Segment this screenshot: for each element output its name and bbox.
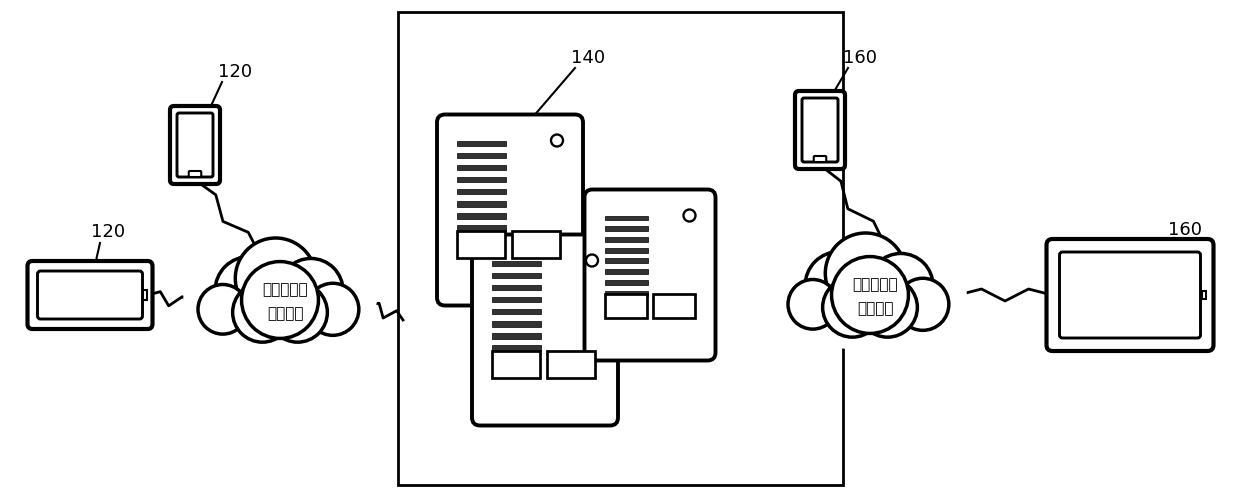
Circle shape <box>684 210 695 222</box>
Circle shape <box>805 251 873 320</box>
FancyBboxPatch shape <box>177 113 213 177</box>
Ellipse shape <box>183 244 377 356</box>
Circle shape <box>235 238 316 319</box>
FancyBboxPatch shape <box>27 261 152 329</box>
Bar <box>457 165 507 170</box>
Text: 120: 120 <box>218 63 252 81</box>
Bar <box>457 213 507 219</box>
Bar <box>457 153 507 158</box>
Bar <box>142 290 146 300</box>
Text: 160: 160 <box>1168 221 1202 239</box>
Text: 有线网络或: 有线网络或 <box>852 277 898 293</box>
FancyBboxPatch shape <box>585 189 715 360</box>
Text: 120: 120 <box>90 223 125 241</box>
Bar <box>512 231 560 258</box>
Circle shape <box>551 135 563 147</box>
Circle shape <box>233 283 292 342</box>
Bar <box>492 333 541 339</box>
Bar <box>605 216 648 220</box>
Bar <box>457 141 507 146</box>
Circle shape <box>831 256 908 333</box>
FancyBboxPatch shape <box>437 114 584 306</box>
Circle shape <box>788 279 838 329</box>
Bar <box>457 189 507 194</box>
Bar <box>398 12 843 485</box>
Bar <box>492 260 541 266</box>
Bar <box>605 291 648 296</box>
Text: 160: 160 <box>843 49 877 67</box>
Bar <box>492 285 541 290</box>
Circle shape <box>216 256 284 325</box>
Circle shape <box>279 258 343 323</box>
FancyBboxPatch shape <box>170 106 221 184</box>
Bar <box>653 294 695 318</box>
Bar <box>492 351 540 378</box>
Bar <box>457 177 507 182</box>
Circle shape <box>897 278 949 331</box>
Ellipse shape <box>773 239 966 351</box>
Bar <box>492 273 541 278</box>
FancyBboxPatch shape <box>795 91 845 169</box>
FancyBboxPatch shape <box>188 171 201 177</box>
Circle shape <box>869 253 933 318</box>
Bar <box>492 321 541 327</box>
Bar <box>605 269 648 274</box>
Circle shape <box>825 233 906 314</box>
Bar <box>605 237 648 242</box>
Bar <box>457 201 507 207</box>
Circle shape <box>823 278 882 337</box>
FancyBboxPatch shape <box>802 98 838 162</box>
FancyBboxPatch shape <box>814 156 826 162</box>
FancyBboxPatch shape <box>472 235 618 425</box>
Circle shape <box>586 254 598 266</box>
Circle shape <box>307 283 359 335</box>
Circle shape <box>857 278 917 337</box>
Bar <box>492 345 541 351</box>
Bar <box>605 248 648 252</box>
Bar <box>605 226 648 231</box>
Bar <box>605 294 647 318</box>
Text: 无线网络: 无线网络 <box>266 307 304 322</box>
Bar <box>457 226 507 231</box>
Text: 有线网络或: 有线网络或 <box>263 282 307 298</box>
Text: 140: 140 <box>571 49 605 67</box>
Text: 无线网络: 无线网络 <box>856 302 893 317</box>
Bar <box>605 280 648 285</box>
Bar <box>546 351 595 378</box>
FancyBboxPatch shape <box>1047 239 1213 351</box>
Bar <box>1202 291 1206 299</box>
Circle shape <box>242 261 318 338</box>
Bar <box>605 258 648 263</box>
FancyBboxPatch shape <box>1059 252 1201 338</box>
Bar <box>457 231 506 258</box>
FancyBboxPatch shape <box>37 271 142 319</box>
Circle shape <box>198 284 248 334</box>
Bar <box>492 297 541 302</box>
Circle shape <box>268 283 327 342</box>
Bar <box>492 309 541 315</box>
